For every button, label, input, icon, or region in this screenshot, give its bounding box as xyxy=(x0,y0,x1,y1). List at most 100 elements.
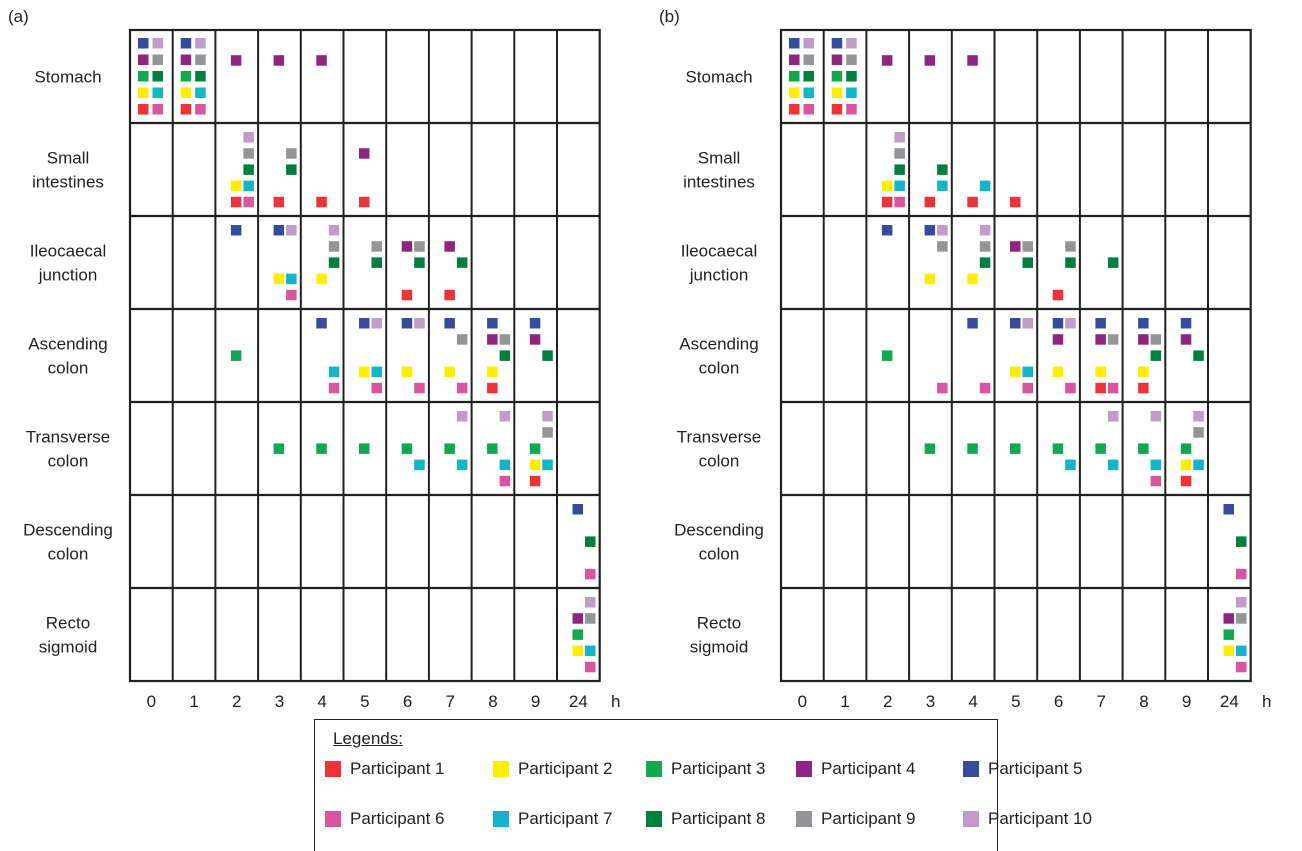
marker-participant-5 xyxy=(967,318,978,329)
marker-participant-6 xyxy=(937,382,948,394)
marker-participant-3 xyxy=(529,443,541,454)
marker-participant-9 xyxy=(328,241,340,252)
marker-participant-10 xyxy=(937,225,948,236)
marker-participant-10 xyxy=(979,225,991,236)
marker-participant-8 xyxy=(1236,536,1247,547)
marker-participant-8 xyxy=(1107,257,1119,268)
marker-participant-4 xyxy=(967,55,978,66)
marker-participant-9 xyxy=(371,241,382,252)
marker-participant-4 xyxy=(1138,334,1149,345)
marker-participant-8 xyxy=(937,164,948,175)
row-label: Small intestines xyxy=(683,149,755,192)
marker-participant-3 xyxy=(1180,443,1192,454)
row-label: Small intestines xyxy=(32,149,104,192)
marker-participant-10 xyxy=(414,318,425,329)
marker-participant-9 xyxy=(456,334,468,345)
marker-participant-2 xyxy=(359,366,370,378)
x-tick-label: 5 xyxy=(360,692,369,711)
legend-swatch xyxy=(646,761,662,777)
row-label: Transverse colon xyxy=(677,428,761,471)
marker-participant-5 xyxy=(316,318,327,329)
marker-participant-2 xyxy=(138,87,149,98)
marker-participant-4 xyxy=(789,54,800,65)
marker-participant-6 xyxy=(371,382,382,394)
marker-participant-2 xyxy=(1095,366,1106,378)
marker-participant-6 xyxy=(585,661,596,673)
marker-participant-8 xyxy=(152,71,163,82)
marker-participant-4 xyxy=(529,334,541,345)
marker-participant-3 xyxy=(831,71,843,82)
marker-participant-2 xyxy=(831,87,843,98)
marker-participant-9 xyxy=(846,54,857,65)
marker-participant-2 xyxy=(967,273,978,285)
marker-participant-1 xyxy=(529,475,541,487)
marker-participant-3 xyxy=(401,443,413,454)
marker-participant-8 xyxy=(1022,257,1033,268)
marker-participant-3 xyxy=(924,443,936,454)
marker-participant-7 xyxy=(1065,459,1076,471)
legend-item-participant-2: Participant 2 xyxy=(493,759,613,779)
marker-participant-1 xyxy=(316,196,327,208)
legend-title: Legends: xyxy=(333,729,403,748)
marker-participant-9 xyxy=(1236,613,1247,624)
marker-participant-4 xyxy=(138,54,149,65)
marker-participant-6 xyxy=(456,382,468,394)
row-label: Ascending colon xyxy=(679,335,758,378)
legend-item-participant-5: Participant 5 xyxy=(963,759,1083,779)
marker-participant-1 xyxy=(359,196,370,208)
x-unit-label: h xyxy=(1262,692,1271,711)
marker-participant-6 xyxy=(152,104,163,115)
marker-participant-7 xyxy=(1107,459,1119,471)
marker-participant-7 xyxy=(803,87,814,98)
marker-participant-1 xyxy=(1095,382,1106,394)
marker-participant-4 xyxy=(180,54,192,65)
x-tick-label: 0 xyxy=(147,692,156,711)
marker-participant-7 xyxy=(499,459,511,471)
marker-participant-1 xyxy=(230,196,242,208)
marker-participant-5 xyxy=(1010,318,1021,329)
marker-participant-9 xyxy=(542,427,553,438)
marker-participant-8 xyxy=(1065,257,1076,268)
marker-participant-4 xyxy=(924,55,936,66)
marker-participant-4 xyxy=(401,241,413,252)
marker-participant-5 xyxy=(1095,318,1106,329)
marker-participant-4 xyxy=(831,54,843,65)
marker-participant-1 xyxy=(487,382,498,394)
marker-participant-2 xyxy=(316,273,327,285)
marker-participant-9 xyxy=(937,241,948,252)
marker-participant-7 xyxy=(542,459,553,471)
marker-participant-1 xyxy=(401,289,413,301)
marker-participant-1 xyxy=(1180,475,1192,487)
marker-participant-8 xyxy=(1150,350,1162,361)
marker-participant-6 xyxy=(1236,568,1247,580)
marker-participant-9 xyxy=(243,148,254,159)
marker-participant-7 xyxy=(1150,459,1162,471)
marker-participant-7 xyxy=(328,366,340,378)
marker-participant-10 xyxy=(1107,411,1119,422)
x-tick-label: 4 xyxy=(317,692,326,711)
marker-participant-1 xyxy=(273,196,285,208)
figure: (a) Stomach Small intestines Ileocaecal junct… xyxy=(8,7,1271,711)
marker-participant-6 xyxy=(1065,382,1076,394)
marker-participant-10 xyxy=(195,38,206,49)
marker-participant-9 xyxy=(414,241,425,252)
panel-a-chart: (a) Stomach Small intestines Ileocaecal junct… xyxy=(8,7,620,711)
marker-participant-7 xyxy=(1236,645,1247,657)
marker-participant-10 xyxy=(585,597,596,608)
legend-swatch xyxy=(963,811,979,827)
marker-participant-2 xyxy=(572,645,583,657)
marker-participant-4 xyxy=(1052,334,1064,345)
marker-participant-8 xyxy=(456,257,468,268)
marker-participant-9 xyxy=(803,54,814,65)
marker-participant-5 xyxy=(487,318,498,329)
marker-participant-5 xyxy=(529,318,541,329)
marker-participant-7 xyxy=(979,180,991,192)
x-tick-label: 8 xyxy=(1139,692,1148,711)
marker-participant-1 xyxy=(138,104,149,115)
marker-participant-2 xyxy=(1052,366,1064,378)
marker-participant-4 xyxy=(230,55,242,66)
legend-swatch xyxy=(325,811,341,827)
marker-participant-5 xyxy=(401,318,413,329)
marker-participant-5 xyxy=(180,38,192,49)
row-label: Stomach xyxy=(685,68,752,87)
